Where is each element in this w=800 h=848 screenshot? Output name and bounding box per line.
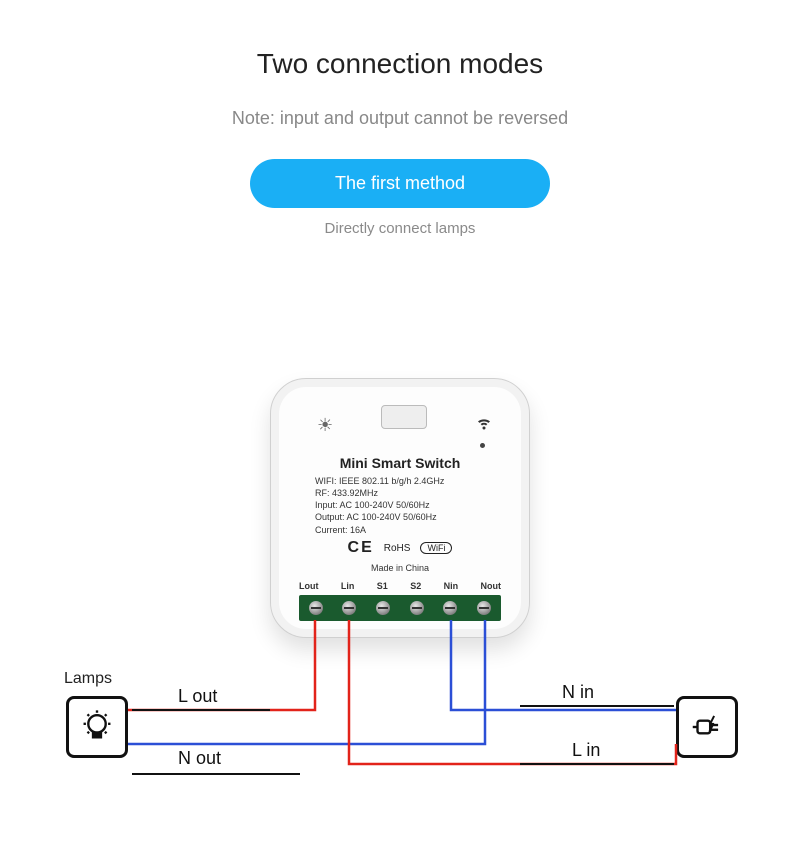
wire-label-nin: N in xyxy=(562,682,594,703)
lamp-icon xyxy=(66,696,128,758)
spec-line: Output: AC 100-240V 50/60Hz xyxy=(315,511,444,523)
terminal-screw xyxy=(410,601,424,615)
spec-line: Input: AC 100-240V 50/60Hz xyxy=(315,499,444,511)
terminal-screw xyxy=(309,601,323,615)
led-indicator xyxy=(480,443,485,448)
terminal-labels: Lout Lin S1 S2 Nin Nout xyxy=(271,581,529,591)
terminal-screw xyxy=(376,601,390,615)
wire-label-nout: N out xyxy=(178,748,221,769)
plug-icon xyxy=(676,696,738,758)
method-pill: The first method xyxy=(250,159,550,208)
ce-mark: CE xyxy=(348,539,374,557)
terminal-label: S1 xyxy=(377,581,388,591)
made-in: Made in China xyxy=(271,563,529,573)
terminal-screw xyxy=(342,601,356,615)
method-subcaption: Directly connect lamps xyxy=(0,220,800,237)
terminal-screw xyxy=(477,601,491,615)
spec-line: WIFI: IEEE 802.11 b/g/h 2.4GHz xyxy=(315,475,444,487)
wifi-icon xyxy=(475,413,493,436)
terminal-label: S2 xyxy=(410,581,421,591)
cert-row: CE RoHS WiFi xyxy=(271,539,529,557)
terminal-screw xyxy=(443,601,457,615)
page-title: Two connection modes xyxy=(0,48,800,80)
wire-label-lout: L out xyxy=(178,686,217,707)
device-name: Mini Smart Switch xyxy=(271,455,529,471)
wifi-badge: WiFi xyxy=(420,542,452,554)
smart-switch-device: ☀ Mini Smart Switch WIFI: IEEE 802.11 b/… xyxy=(270,378,530,638)
device-specs: WIFI: IEEE 802.11 b/g/h 2.4GHz RF: 433.9… xyxy=(315,475,444,536)
spec-line: RF: 433.92MHz xyxy=(315,487,444,499)
rohs-mark: RoHS xyxy=(384,543,411,554)
lamps-label: Lamps xyxy=(64,670,112,688)
spec-line: Current: 16A xyxy=(315,524,444,536)
terminal-label: Lout xyxy=(299,581,319,591)
device-button xyxy=(381,405,427,429)
note-text: Note: input and output cannot be reverse… xyxy=(0,108,800,129)
terminal-label: Nin xyxy=(444,581,459,591)
terminal-block xyxy=(299,595,501,621)
wire-label-lin: L in xyxy=(572,740,600,761)
terminal-label: Lin xyxy=(341,581,355,591)
sun-icon: ☀ xyxy=(317,415,333,436)
terminal-label: Nout xyxy=(480,581,501,591)
